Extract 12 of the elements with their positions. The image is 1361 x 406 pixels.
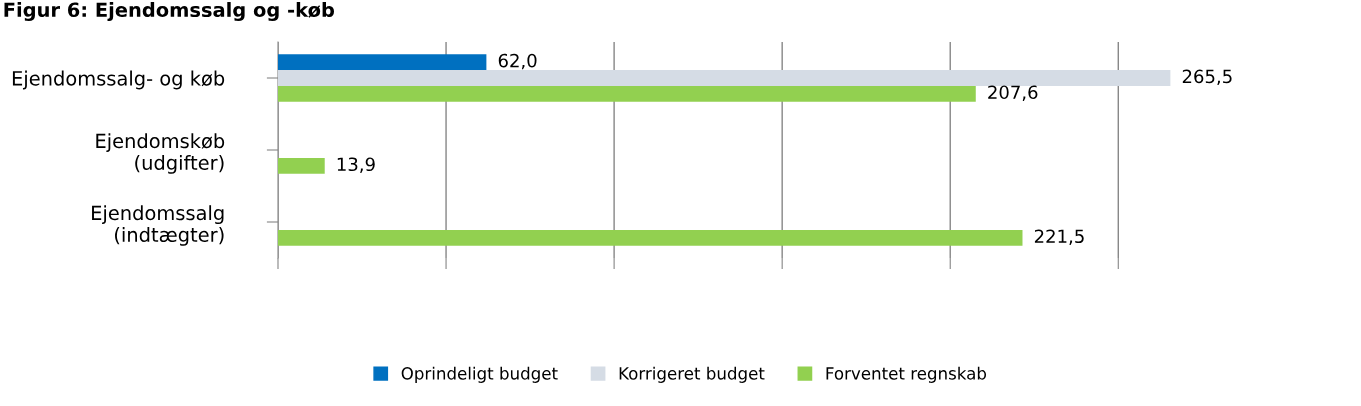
data-label: 62,0	[498, 53, 537, 70]
data-label: 207,6	[988, 85, 1038, 101]
y-tick-label: Ejendomssalg- og køb	[12, 70, 225, 90]
legend-label: Oprindeligt budget	[401, 366, 558, 383]
data-label: 265,5	[1182, 69, 1232, 86]
y-tick-label: Ejendomssalg (indtægter)	[92, 205, 224, 246]
data-label: 221,5	[1034, 229, 1084, 245]
legend-label: Forventet regnskab	[826, 366, 987, 383]
data-label: 13,9	[337, 157, 375, 173]
chart-title: Figur 6: Ejendomssalg og -køb	[4, 2, 335, 21]
legend-label: Korrigeret budget	[619, 366, 765, 383]
y-tick-label: Ejendomskøb (udgifter)	[96, 133, 225, 174]
